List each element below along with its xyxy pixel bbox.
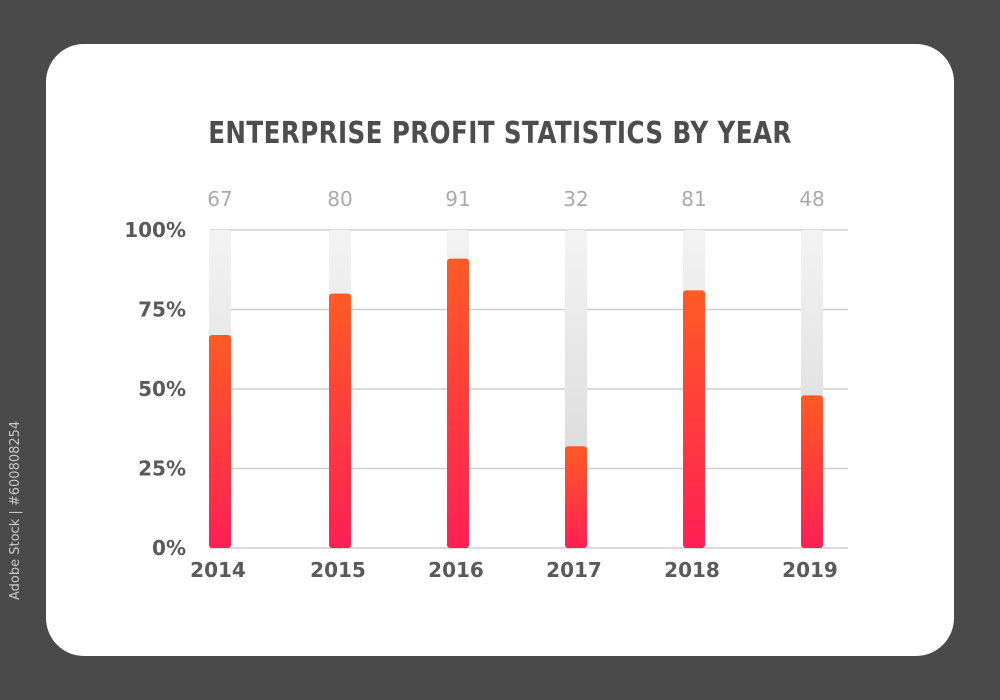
y-tick-label: 25% (138, 457, 186, 481)
x-tick-label: 2017 (546, 558, 602, 582)
x-tick-label: 2015 (310, 558, 366, 582)
data-label: 81 (681, 187, 706, 211)
data-label: 32 (563, 187, 588, 211)
y-tick-label: 75% (138, 298, 186, 322)
x-tick-label: 2016 (428, 558, 484, 582)
x-tick-label: 2019 (782, 558, 838, 582)
data-label: 48 (799, 187, 824, 211)
bar (329, 293, 351, 548)
bar (565, 446, 587, 548)
bar (209, 334, 231, 548)
stock-id-text: Adobe Stock | #600808254 (8, 420, 23, 600)
y-tick-label: 0% (152, 536, 186, 560)
data-label: 67 (207, 187, 232, 211)
y-tick-label: 50% (138, 377, 186, 401)
data-label: 80 (327, 187, 352, 211)
chart-title: ENTERPRISE PROFIT STATISTICS BY YEAR (208, 116, 792, 151)
bar (801, 395, 823, 548)
x-tick-label: 2018 (664, 558, 720, 582)
data-label: 91 (445, 187, 470, 211)
x-tick-label: 2014 (190, 558, 246, 582)
bar (447, 258, 469, 548)
bar (683, 290, 705, 548)
y-tick-label: 100% (124, 218, 186, 242)
